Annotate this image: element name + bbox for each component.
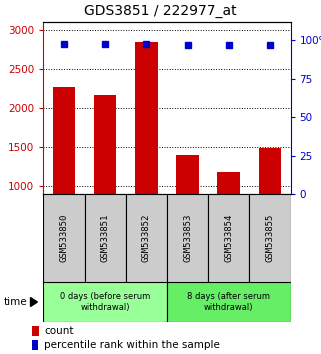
- Text: 0 days (before serum
withdrawal): 0 days (before serum withdrawal): [60, 292, 150, 312]
- Bar: [167, 282, 291, 322]
- Text: 8 days (after serum
withdrawal): 8 days (after serum withdrawal): [187, 292, 270, 312]
- Bar: [94, 95, 117, 194]
- Bar: [259, 148, 281, 194]
- Text: GSM533850: GSM533850: [59, 214, 68, 262]
- Bar: [43, 282, 167, 322]
- Bar: [84, 194, 126, 282]
- Text: GSM533855: GSM533855: [265, 214, 274, 262]
- Text: GSM533853: GSM533853: [183, 214, 192, 262]
- Text: count: count: [44, 326, 74, 336]
- Bar: [176, 155, 199, 194]
- Bar: [249, 194, 291, 282]
- Bar: [53, 87, 75, 194]
- Text: GSM533852: GSM533852: [142, 214, 151, 262]
- Bar: [126, 194, 167, 282]
- Bar: [135, 41, 158, 194]
- Bar: [43, 194, 84, 282]
- Bar: [217, 172, 240, 194]
- Text: time: time: [3, 297, 27, 307]
- Polygon shape: [30, 298, 38, 307]
- Bar: [208, 194, 249, 282]
- Text: percentile rank within the sample: percentile rank within the sample: [44, 340, 220, 350]
- Text: GDS3851 / 222977_at: GDS3851 / 222977_at: [84, 5, 237, 18]
- Bar: [167, 194, 208, 282]
- Text: GSM533854: GSM533854: [224, 214, 233, 262]
- Text: GSM533851: GSM533851: [100, 214, 110, 262]
